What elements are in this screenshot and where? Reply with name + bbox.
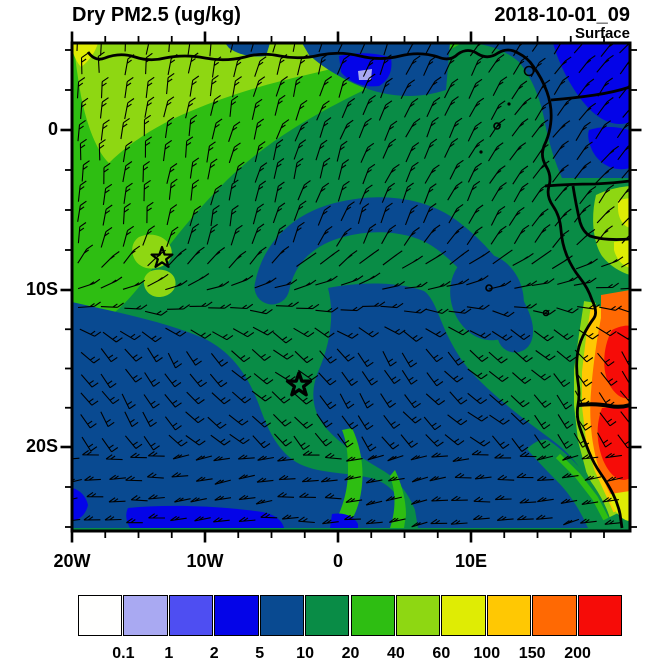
colorbar-cell-6 bbox=[350, 595, 395, 636]
colorbar-level-0: 0.1 bbox=[112, 645, 135, 662]
x-axis-label-2: 0 bbox=[332, 551, 343, 571]
colorbar-cell-11 bbox=[577, 595, 622, 636]
colorbar-cell-1 bbox=[123, 595, 168, 636]
map-content bbox=[72, 43, 630, 531]
islands-group bbox=[485, 65, 550, 317]
colorbar-cell-8 bbox=[441, 595, 486, 636]
y-axis-label-0: 0 bbox=[47, 119, 58, 139]
island-saotome bbox=[493, 122, 501, 130]
level-label: Surface bbox=[574, 25, 630, 42]
region-coastal-green bbox=[527, 439, 612, 528]
colorbar-level-9: 150 bbox=[518, 645, 546, 662]
colorbar-cell-10 bbox=[532, 595, 577, 636]
colorbar-cell-5 bbox=[305, 595, 350, 636]
region-patches-star1 bbox=[132, 234, 176, 298]
region-hot-yg-band bbox=[574, 301, 620, 518]
region-veryclean-bottom-strip bbox=[126, 505, 284, 528]
x-axis-label-1: 10W bbox=[186, 551, 224, 571]
region-veryclean-ne-blob bbox=[588, 127, 630, 170]
island-principe bbox=[507, 102, 511, 106]
colorbar-cell-7 bbox=[395, 595, 441, 636]
border-eq-guinea bbox=[544, 179, 630, 188]
region-streak-2 bbox=[390, 470, 406, 528]
colorbar-cell-2 bbox=[168, 595, 214, 636]
region-streak-1 bbox=[332, 428, 363, 528]
border-nigeria-cameroon bbox=[550, 85, 630, 102]
region-gabon-yellow bbox=[614, 198, 630, 268]
region-plume-core bbox=[74, 43, 398, 163]
colorbar-cell-9 bbox=[486, 595, 532, 636]
station-star-2 bbox=[285, 371, 313, 397]
island-bioko bbox=[523, 65, 535, 77]
border-congo-angola bbox=[577, 402, 630, 409]
y-axis-label-2: 20S bbox=[25, 436, 58, 456]
region-veryclean-left-edge bbox=[72, 488, 88, 521]
page-title: Dry PM2.5 (ug/kg) bbox=[72, 4, 241, 26]
axis-ticks bbox=[60, 31, 642, 543]
colorbar-level-5: 20 bbox=[341, 645, 360, 662]
colorbar-level-10: 200 bbox=[564, 645, 591, 662]
region-hot-red-south bbox=[597, 406, 630, 480]
x-axis-label-0: 20W bbox=[53, 551, 91, 571]
y-axis-label-1: 10S bbox=[25, 279, 58, 299]
coastline bbox=[86, 48, 624, 529]
timestamp-label: 2018-10-01_09 bbox=[494, 4, 630, 26]
colorbar bbox=[78, 595, 624, 637]
colorbar-cell-4 bbox=[259, 595, 305, 636]
colorbar-level-3: 5 bbox=[255, 645, 265, 662]
region-coastal-stripe bbox=[555, 453, 609, 521]
wind-barbs bbox=[72, 43, 630, 528]
colorbar-level-1: 1 bbox=[164, 645, 174, 662]
station-star-1 bbox=[150, 245, 174, 268]
x-axis-label-3: 10E bbox=[454, 551, 488, 571]
region-veryclean-ne-corner bbox=[550, 43, 630, 124]
colorbar-level-2: 2 bbox=[209, 645, 219, 662]
island-annobon bbox=[479, 150, 483, 154]
border-gabon-congo bbox=[571, 185, 630, 241]
colorbar-level-7: 60 bbox=[432, 645, 451, 662]
map-frame bbox=[70, 41, 632, 533]
colorbar-cell-3 bbox=[214, 595, 259, 636]
colorbar-level-4: 10 bbox=[296, 645, 314, 662]
colorbar-cell-0 bbox=[78, 595, 123, 636]
region-veryclean-bottom-small bbox=[330, 513, 358, 528]
region-lavender-speck bbox=[358, 69, 372, 80]
region-clean-central bbox=[313, 283, 598, 528]
colorbar-level-8: 100 bbox=[473, 645, 501, 662]
region-veryclean-topcenter bbox=[339, 53, 392, 87]
region-clean-arch-foot bbox=[450, 253, 524, 341]
colorbar-level-6: 40 bbox=[387, 645, 405, 662]
